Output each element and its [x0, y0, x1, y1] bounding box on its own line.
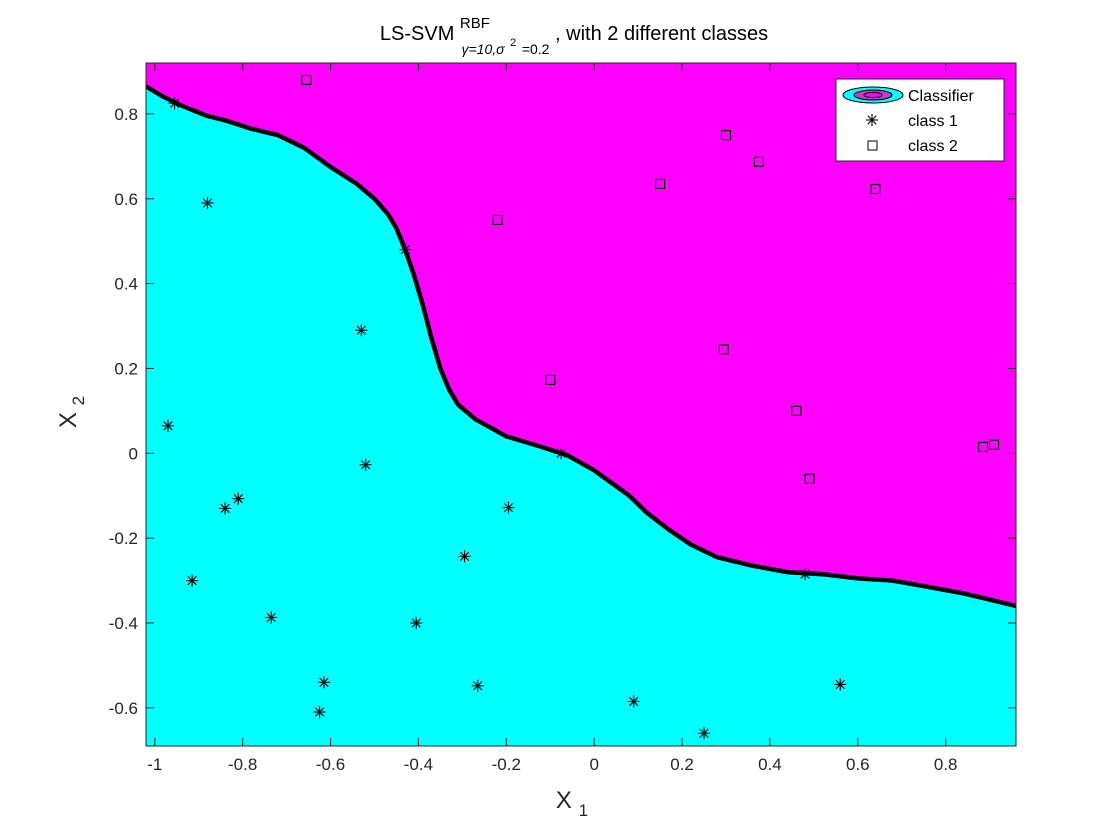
class-2-point — [804, 473, 815, 484]
legend-classifier-icon — [842, 86, 904, 104]
title-suffix: , with 2 different classes — [555, 23, 768, 45]
class-1-point — [471, 679, 484, 692]
x-tick-label: 0 — [589, 755, 598, 774]
class-1-point — [161, 419, 174, 432]
x-tick-label: 0.8 — [934, 755, 958, 774]
x-tick-label: -0.8 — [228, 755, 257, 774]
class-1-point — [168, 97, 181, 110]
plot-area — [146, 63, 1016, 746]
y-axis-label: X 2 — [55, 396, 88, 428]
class-1-point — [186, 574, 199, 587]
class-2-point — [655, 178, 666, 189]
y-tick-label: 0.6 — [114, 190, 138, 209]
class-1-point — [410, 616, 423, 629]
y-tick-label: -0.2 — [109, 529, 138, 548]
x-axis-label-base: X — [556, 787, 572, 814]
x-tick-label: -0.6 — [316, 755, 345, 774]
class-1-point — [799, 568, 812, 581]
x-tick-label: -1 — [147, 755, 162, 774]
y-tick-label: 0.2 — [114, 359, 138, 378]
class-1-point — [834, 678, 847, 691]
title-main: LS-SVM — [380, 23, 454, 45]
class-2-point — [791, 405, 802, 416]
title-subscript-power: 2 — [510, 37, 516, 49]
y-tick-label: -0.4 — [109, 614, 138, 633]
class-2-point — [720, 130, 732, 141]
x-axis: -1 -0.8 -0.6 -0.4 -0.2 0 0.2 0.4 0.6 0.8 — [147, 63, 958, 774]
x-tick-label: 0.4 — [758, 755, 782, 774]
y-axis: -0.6 -0.4 -0.2 0 0.2 0.4 0.6 0.8 — [109, 105, 1016, 718]
x-tick-label: 0.6 — [846, 755, 870, 774]
x-tick-label: -0.2 — [492, 755, 521, 774]
class-1-point — [555, 447, 568, 460]
x-axis-label-sub: 1 — [579, 801, 588, 820]
class-1-point — [458, 550, 471, 563]
legend-label-class-1: class 1 — [908, 113, 958, 130]
class-1-point — [698, 727, 711, 740]
class-2-point — [718, 344, 729, 355]
class-2-point — [753, 156, 765, 167]
x-tick-label: -0.4 — [404, 755, 433, 774]
class-1-point — [355, 324, 368, 337]
chart-title: LS-SVM RBF γ=10,σ 2 =0.2 , with 2 differ… — [380, 11, 768, 59]
class-2-point — [977, 441, 989, 452]
legend: Classifier class 1 class 2 — [835, 78, 1005, 162]
class-1-point — [232, 492, 245, 505]
legend-label-classifier: Classifier — [908, 88, 974, 105]
class-2-point — [492, 214, 503, 226]
legend-class-1-marker — [866, 114, 878, 126]
y-tick-label: 0 — [129, 444, 138, 463]
legend-asterisk-glyph — [866, 114, 878, 126]
data-points — [161, 74, 1000, 740]
title-superscript: RBF — [460, 15, 490, 32]
class-1-point — [317, 676, 330, 689]
legend-class-2-marker — [867, 140, 878, 151]
y-tick-label: 0.4 — [114, 275, 138, 294]
y-axis-label-sub: 2 — [69, 396, 88, 405]
axes-frame — [145, 62, 1017, 747]
class-1-point — [502, 501, 515, 514]
class-2-point — [545, 374, 556, 385]
x-tick-label: 0.2 — [670, 755, 694, 774]
class-1-point — [313, 706, 326, 719]
y-tick-label: 0.8 — [114, 105, 138, 124]
y-tick-label: -0.6 — [109, 699, 138, 718]
class-2-point — [870, 183, 881, 195]
class-1-point — [201, 196, 214, 209]
class-1-point — [627, 695, 640, 708]
legend-label-class-2: class 2 — [908, 138, 958, 155]
class-1-point — [265, 611, 278, 624]
class-1-point — [359, 458, 372, 471]
title-subscript-end: =0.2 — [522, 41, 550, 57]
title-subscript: γ=10,σ — [461, 41, 505, 57]
y-axis-label-base: X — [55, 412, 82, 428]
class-1-region — [146, 86, 1016, 746]
class-2-point — [301, 74, 312, 86]
class-1-point — [399, 243, 412, 256]
x-axis-label: X 1 — [556, 787, 588, 820]
class-1-point — [219, 502, 232, 515]
class-2-point — [988, 439, 1000, 450]
